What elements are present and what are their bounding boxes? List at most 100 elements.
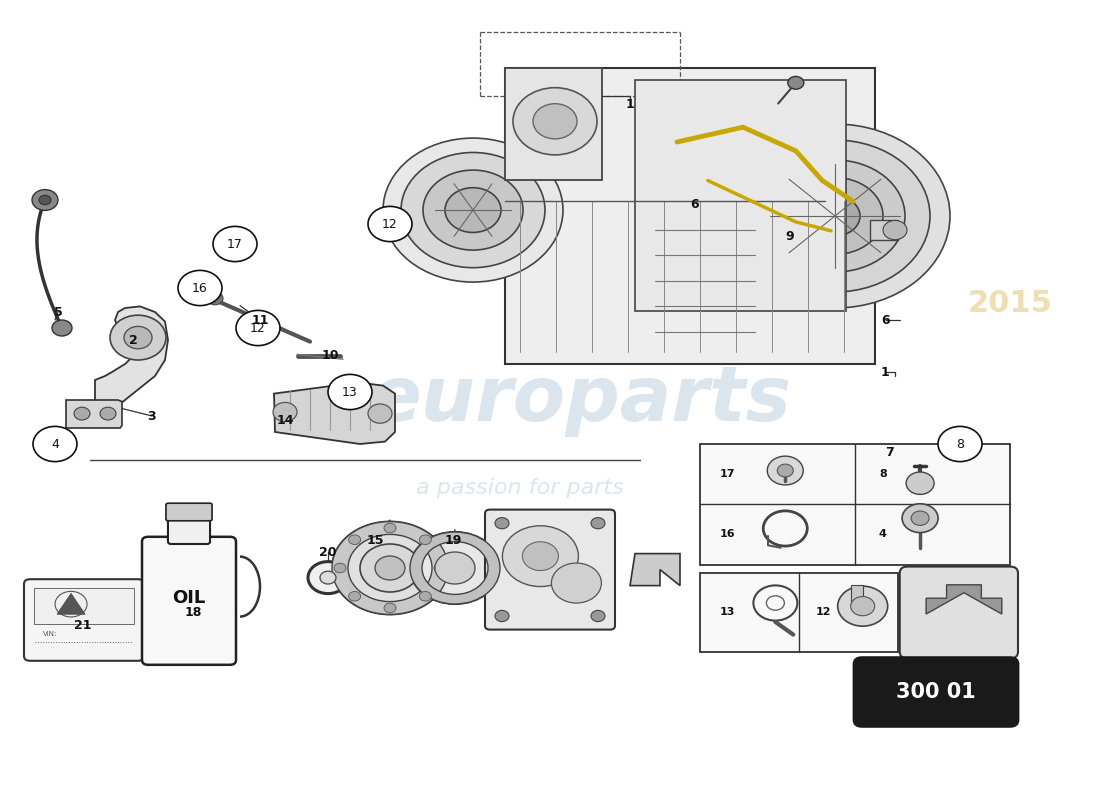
Bar: [635, 80, 846, 310]
Circle shape: [434, 552, 475, 584]
Text: 21: 21: [75, 619, 91, 632]
Text: 16: 16: [192, 282, 208, 294]
Bar: [870, 220, 898, 240]
Text: 17: 17: [720, 469, 736, 479]
Text: 14: 14: [276, 414, 294, 426]
Text: 12: 12: [382, 218, 398, 230]
Polygon shape: [95, 306, 168, 408]
Circle shape: [768, 456, 803, 485]
Circle shape: [375, 556, 405, 580]
Text: 12: 12: [815, 607, 830, 618]
Text: 300 01: 300 01: [896, 682, 976, 702]
Circle shape: [503, 526, 579, 586]
Text: 2: 2: [129, 334, 138, 346]
Circle shape: [384, 523, 396, 533]
Circle shape: [883, 221, 908, 240]
Text: 15: 15: [366, 534, 384, 546]
Bar: [700, 573, 899, 652]
Circle shape: [32, 190, 58, 210]
Circle shape: [273, 402, 297, 422]
Circle shape: [39, 195, 51, 205]
Circle shape: [534, 104, 578, 139]
Circle shape: [207, 292, 223, 305]
Text: 1: 1: [626, 98, 635, 110]
Circle shape: [328, 374, 372, 410]
Circle shape: [33, 426, 77, 462]
Circle shape: [591, 610, 605, 622]
FancyBboxPatch shape: [166, 503, 212, 521]
Circle shape: [410, 532, 500, 604]
Circle shape: [495, 610, 509, 622]
Text: 19: 19: [444, 534, 462, 546]
Circle shape: [764, 160, 905, 272]
Circle shape: [320, 571, 336, 584]
Wedge shape: [332, 522, 448, 614]
Circle shape: [349, 535, 361, 545]
Circle shape: [495, 518, 509, 529]
Circle shape: [551, 563, 602, 603]
Polygon shape: [66, 400, 122, 428]
Circle shape: [334, 563, 346, 573]
FancyBboxPatch shape: [900, 566, 1018, 658]
Circle shape: [368, 206, 412, 242]
Text: 6: 6: [691, 198, 700, 210]
Text: 11: 11: [251, 314, 268, 326]
Text: 4: 4: [879, 530, 887, 539]
Text: 10: 10: [321, 350, 339, 362]
Circle shape: [434, 563, 446, 573]
Circle shape: [419, 591, 431, 601]
Circle shape: [906, 472, 934, 494]
Text: a passion for parts: a passion for parts: [416, 478, 624, 498]
Text: 20: 20: [319, 546, 337, 558]
Text: OIL: OIL: [173, 590, 206, 607]
Circle shape: [424, 170, 522, 250]
FancyBboxPatch shape: [485, 510, 615, 630]
FancyBboxPatch shape: [168, 515, 210, 544]
Circle shape: [740, 140, 930, 292]
Circle shape: [100, 407, 116, 420]
Polygon shape: [274, 382, 395, 444]
Text: 1: 1: [881, 366, 890, 378]
Text: 5: 5: [54, 306, 63, 318]
Text: 3: 3: [147, 410, 156, 422]
Circle shape: [402, 153, 544, 268]
Polygon shape: [630, 554, 680, 586]
Bar: [34, 587, 134, 624]
FancyBboxPatch shape: [142, 537, 236, 665]
Text: 2015: 2015: [968, 290, 1053, 318]
Circle shape: [332, 522, 448, 614]
Text: 13: 13: [720, 607, 736, 618]
Circle shape: [911, 511, 930, 526]
Circle shape: [513, 88, 597, 155]
Circle shape: [591, 518, 605, 529]
Circle shape: [368, 404, 392, 423]
Circle shape: [236, 310, 280, 346]
Circle shape: [360, 544, 420, 592]
Text: 12: 12: [250, 322, 266, 334]
Circle shape: [349, 591, 361, 601]
Circle shape: [74, 407, 90, 420]
Circle shape: [110, 315, 166, 360]
Circle shape: [52, 320, 72, 336]
Circle shape: [446, 188, 501, 233]
Polygon shape: [57, 594, 85, 614]
Circle shape: [308, 562, 348, 594]
Text: 8: 8: [956, 438, 964, 450]
Circle shape: [788, 76, 804, 89]
Wedge shape: [410, 532, 500, 604]
Circle shape: [178, 270, 222, 306]
Circle shape: [522, 542, 559, 570]
Circle shape: [938, 426, 982, 462]
Circle shape: [213, 226, 257, 262]
Circle shape: [124, 326, 152, 349]
Bar: [850, 585, 862, 609]
Text: 18: 18: [185, 606, 201, 618]
Polygon shape: [926, 585, 1002, 614]
FancyBboxPatch shape: [24, 579, 144, 661]
Text: europarts: europarts: [368, 363, 791, 437]
Bar: [505, 68, 874, 364]
Bar: [505, 68, 602, 181]
Circle shape: [810, 196, 860, 236]
Text: VIN:: VIN:: [43, 631, 57, 638]
Text: 17: 17: [227, 238, 243, 250]
